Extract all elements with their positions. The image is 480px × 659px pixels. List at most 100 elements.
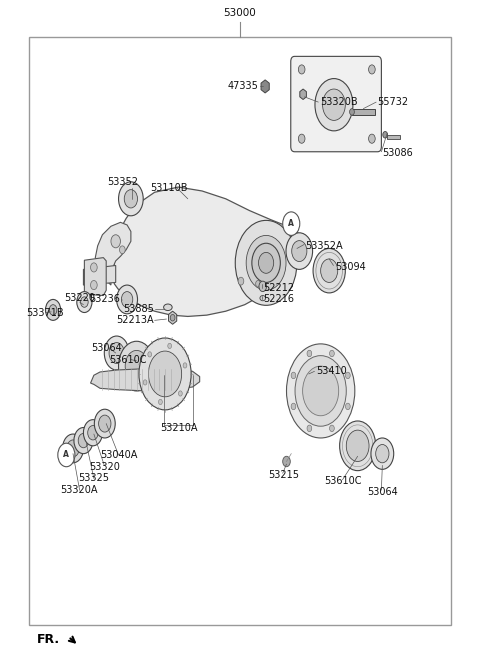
Circle shape: [287, 344, 355, 438]
Text: 53210A: 53210A: [160, 422, 198, 432]
Circle shape: [315, 78, 353, 131]
Text: 53320A: 53320A: [60, 485, 97, 496]
Circle shape: [369, 65, 375, 74]
Circle shape: [78, 434, 89, 447]
Text: 53086: 53086: [383, 148, 413, 158]
Text: 53236: 53236: [90, 295, 120, 304]
Circle shape: [330, 425, 334, 432]
Circle shape: [139, 338, 191, 410]
Circle shape: [349, 109, 354, 115]
Circle shape: [183, 363, 187, 368]
Text: 52212: 52212: [263, 283, 294, 293]
Text: 53215: 53215: [268, 470, 299, 480]
Circle shape: [168, 343, 171, 349]
Circle shape: [124, 190, 137, 208]
Circle shape: [62, 434, 84, 463]
Polygon shape: [168, 311, 177, 324]
Circle shape: [88, 426, 98, 440]
Circle shape: [246, 235, 286, 291]
Circle shape: [259, 281, 266, 291]
Circle shape: [371, 438, 394, 469]
Circle shape: [121, 291, 133, 307]
Circle shape: [346, 372, 350, 379]
Polygon shape: [114, 187, 301, 316]
Circle shape: [148, 351, 181, 397]
Circle shape: [81, 297, 88, 307]
Circle shape: [179, 391, 182, 396]
Circle shape: [292, 241, 307, 262]
Polygon shape: [300, 89, 306, 100]
Text: 53352: 53352: [107, 177, 138, 186]
Text: 53000: 53000: [224, 9, 256, 18]
Circle shape: [321, 259, 338, 283]
Text: 53220: 53220: [64, 293, 95, 303]
Circle shape: [291, 372, 296, 379]
Text: 53410: 53410: [316, 366, 347, 376]
Circle shape: [238, 277, 244, 285]
Text: A: A: [288, 219, 294, 228]
Text: 52213A: 52213A: [116, 316, 154, 326]
Polygon shape: [96, 222, 131, 285]
Circle shape: [148, 352, 152, 357]
Polygon shape: [84, 258, 106, 295]
Circle shape: [98, 415, 111, 432]
Circle shape: [104, 336, 129, 370]
Polygon shape: [84, 266, 116, 285]
Text: 53610C: 53610C: [109, 355, 147, 364]
Circle shape: [170, 314, 175, 321]
Circle shape: [111, 235, 120, 248]
FancyBboxPatch shape: [291, 57, 382, 152]
Text: 53094: 53094: [335, 262, 366, 272]
Ellipse shape: [164, 304, 172, 310]
Circle shape: [84, 420, 102, 445]
Circle shape: [67, 440, 79, 457]
Circle shape: [323, 89, 345, 121]
Text: A: A: [63, 451, 69, 459]
Circle shape: [307, 350, 312, 357]
Circle shape: [252, 243, 280, 283]
Circle shape: [95, 409, 115, 438]
Bar: [387, 135, 400, 138]
Circle shape: [91, 281, 97, 290]
Circle shape: [299, 65, 305, 74]
Circle shape: [313, 248, 345, 293]
Circle shape: [346, 403, 350, 410]
Circle shape: [119, 182, 143, 215]
Circle shape: [346, 430, 369, 461]
Text: 53885: 53885: [123, 304, 154, 314]
Text: 53371B: 53371B: [26, 308, 63, 318]
Bar: [352, 109, 375, 115]
Circle shape: [299, 134, 305, 143]
Circle shape: [120, 246, 125, 254]
Circle shape: [295, 356, 346, 426]
Circle shape: [259, 252, 274, 273]
Text: 53352A: 53352A: [305, 241, 343, 251]
Polygon shape: [261, 80, 269, 93]
Circle shape: [143, 380, 147, 385]
Polygon shape: [91, 368, 200, 391]
Circle shape: [74, 428, 93, 453]
Text: 53064: 53064: [91, 343, 121, 353]
Circle shape: [330, 350, 334, 357]
Text: 53110B: 53110B: [150, 183, 188, 193]
Text: 53325: 53325: [78, 473, 109, 484]
Circle shape: [340, 421, 376, 471]
Circle shape: [376, 445, 389, 463]
Circle shape: [302, 366, 339, 416]
Bar: [29, 37, 451, 625]
Text: 53040A: 53040A: [100, 450, 137, 460]
Text: 53610C: 53610C: [324, 476, 362, 486]
Circle shape: [109, 343, 124, 364]
Text: 53320B: 53320B: [320, 97, 357, 107]
Circle shape: [307, 425, 312, 432]
Circle shape: [58, 444, 75, 467]
Circle shape: [256, 281, 261, 287]
Circle shape: [125, 351, 148, 382]
Circle shape: [291, 403, 296, 410]
Ellipse shape: [260, 295, 265, 301]
Circle shape: [77, 291, 92, 312]
Circle shape: [119, 341, 155, 391]
Circle shape: [286, 233, 312, 270]
Circle shape: [283, 456, 290, 467]
Circle shape: [383, 132, 387, 138]
